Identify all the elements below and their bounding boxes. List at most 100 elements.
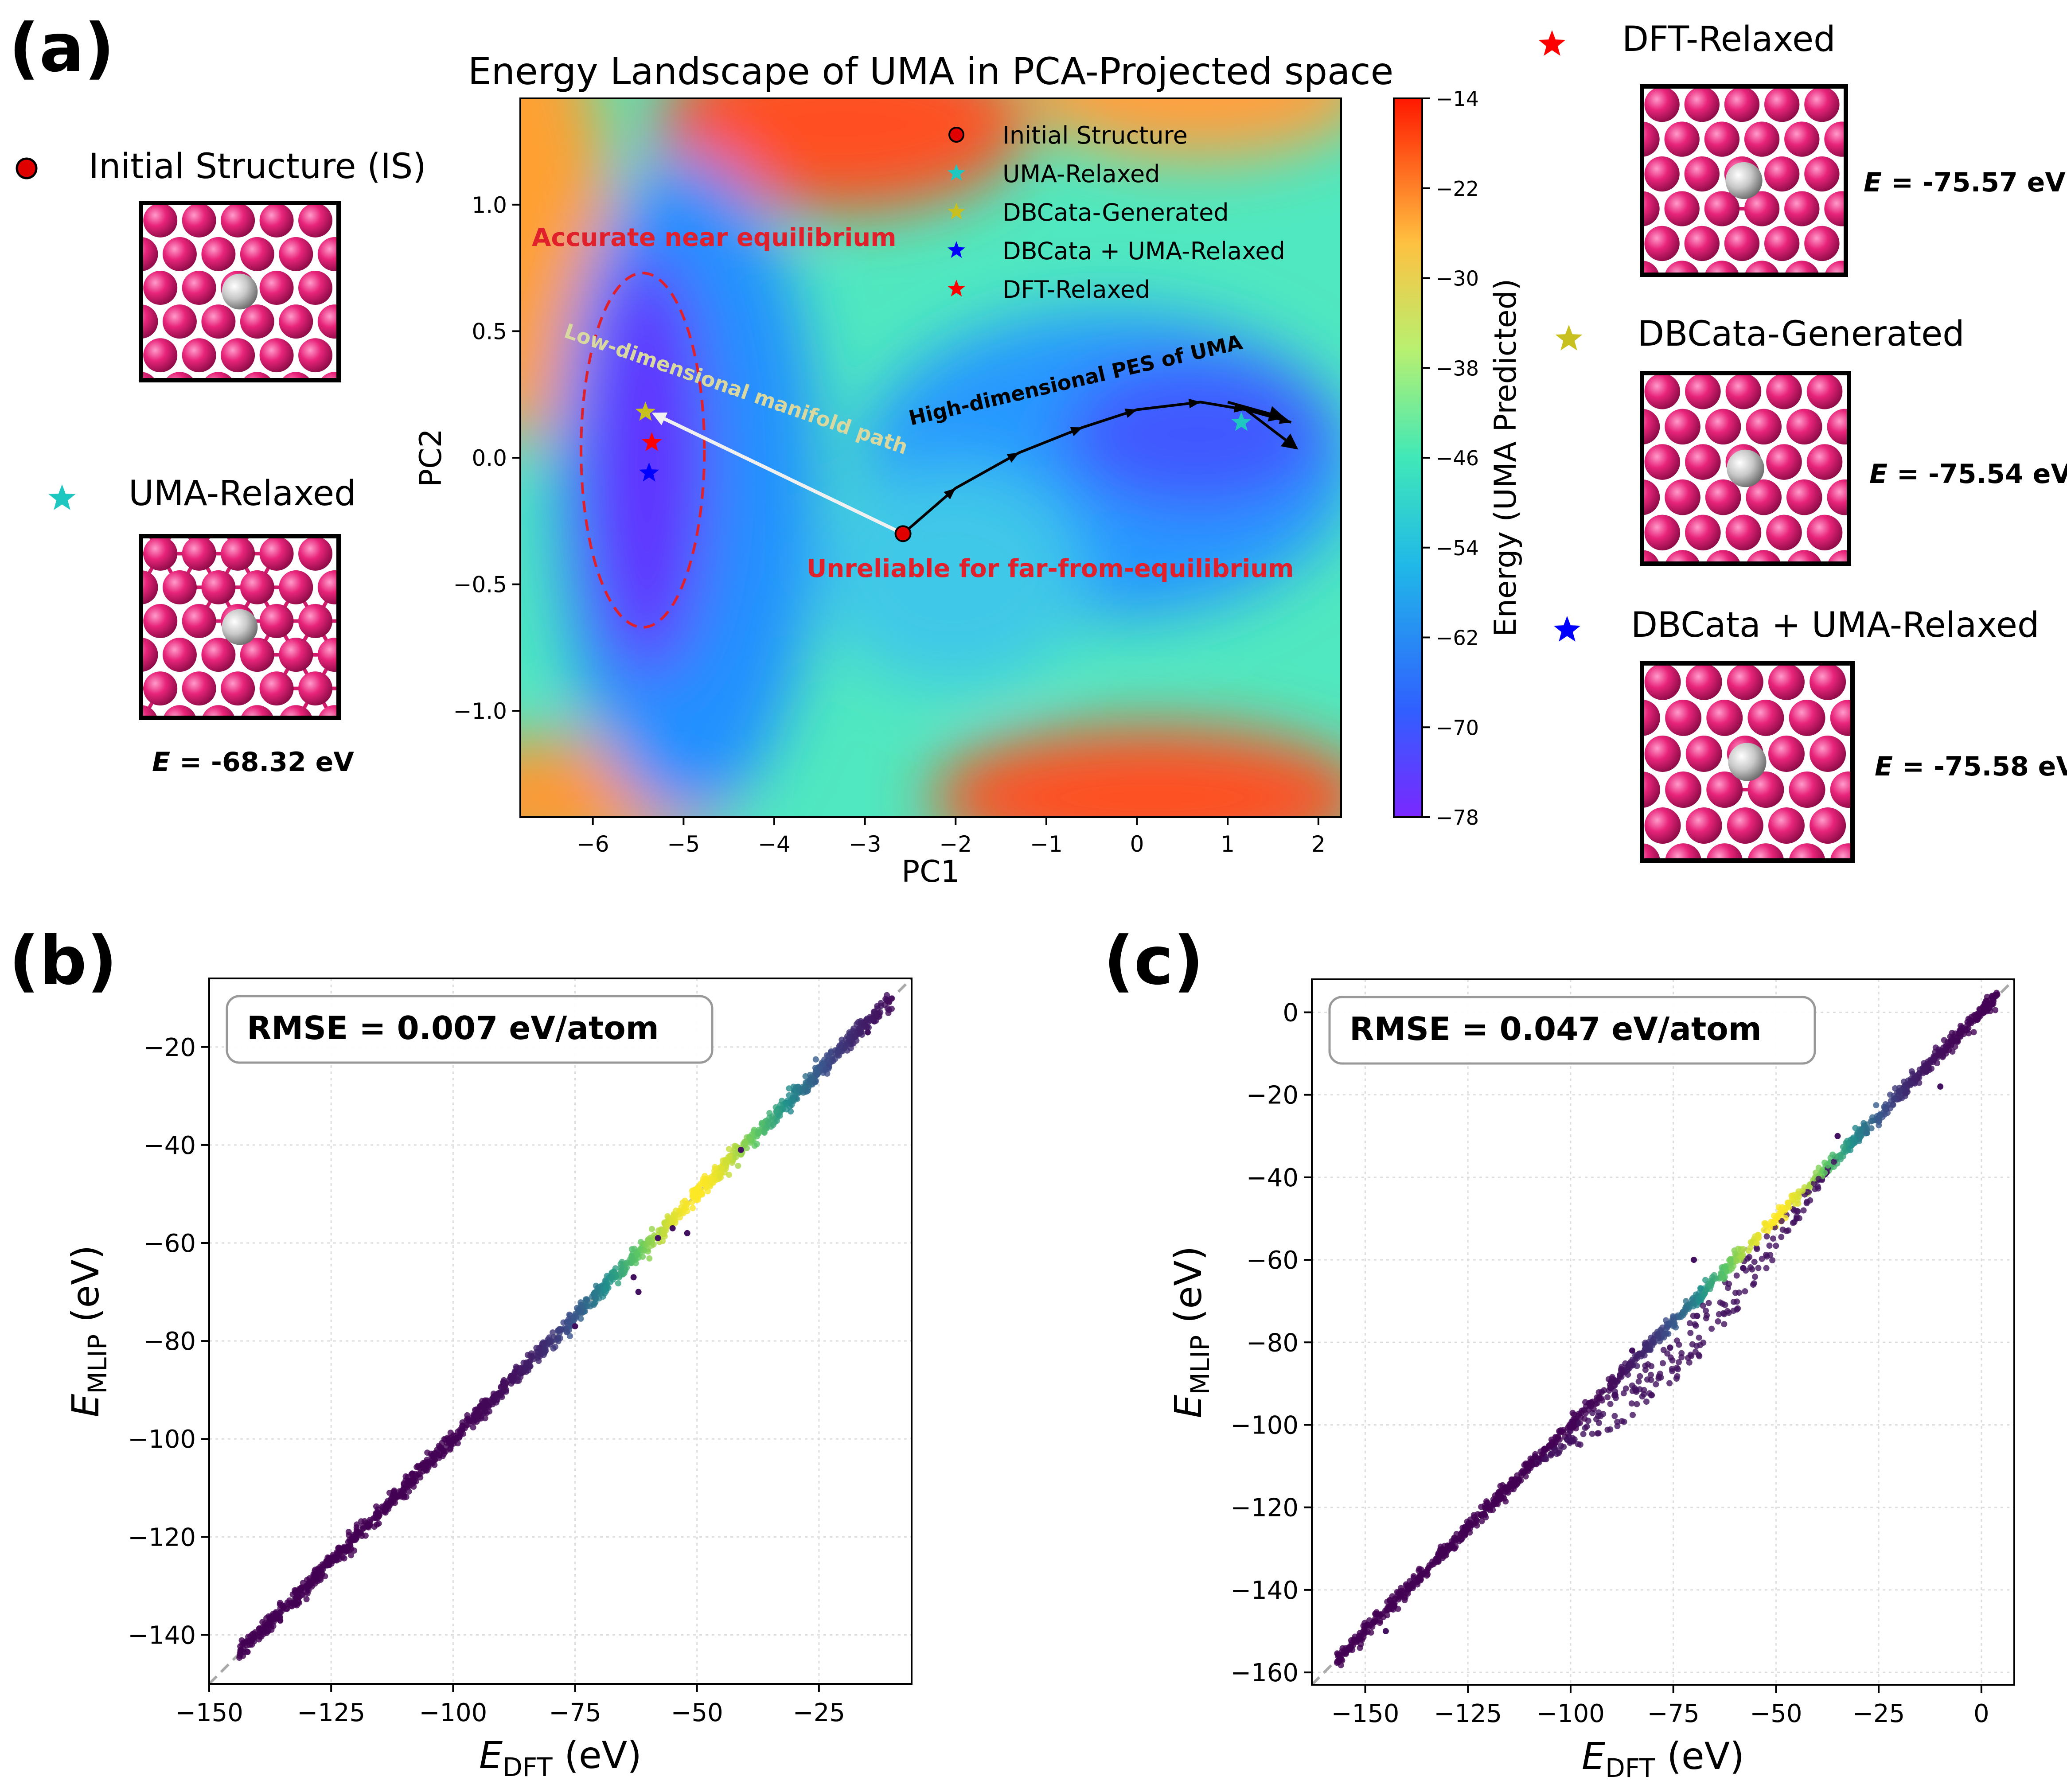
scatter-point xyxy=(877,1009,884,1016)
scatter-point xyxy=(1987,1008,1993,1014)
scatter-point xyxy=(1607,1426,1614,1433)
scatter-point xyxy=(1586,1400,1592,1407)
scatter-point xyxy=(1518,1472,1525,1478)
scatter-point xyxy=(1630,1412,1636,1418)
y-tick-label: −1.0 xyxy=(453,698,507,724)
scatter-point xyxy=(1478,1518,1485,1524)
y-tick-label: −140 xyxy=(1230,1576,1299,1605)
scatter-point xyxy=(1622,1385,1629,1392)
scatter-point xyxy=(823,1066,830,1073)
scatter-point xyxy=(1850,1134,1856,1141)
scatter-point xyxy=(1674,1337,1680,1344)
scatter-point xyxy=(1896,1088,1903,1095)
outlier-point xyxy=(630,1274,637,1281)
rmse-text: RMSE = 0.047 eV/atom xyxy=(1349,1010,1762,1048)
scatter-point xyxy=(1881,1111,1888,1118)
point-initial xyxy=(894,525,912,542)
colorbar-label: Energy (UMA Predicted) xyxy=(1488,279,1523,637)
scatter-point xyxy=(1650,1336,1657,1342)
scatter-point xyxy=(1697,1285,1704,1292)
x-tick-label: −1 xyxy=(1030,831,1063,857)
path-arrowhead xyxy=(1124,409,1137,418)
scatter-point xyxy=(1759,1255,1765,1262)
scatter-point xyxy=(1596,1395,1603,1402)
scatter-point xyxy=(1595,1413,1602,1419)
scatter-point xyxy=(448,1441,455,1448)
scatter-point xyxy=(1655,1333,1662,1340)
scatter-point xyxy=(1648,1377,1654,1383)
scatter-point xyxy=(1624,1367,1630,1374)
outlier-point xyxy=(1382,1628,1389,1634)
scatter-point xyxy=(436,1452,442,1459)
y-tick-label: −40 xyxy=(144,1131,196,1160)
scatter-point xyxy=(1555,1434,1561,1440)
scatter-point xyxy=(873,1013,879,1019)
path-arrowhead xyxy=(1188,398,1201,409)
scatter-point xyxy=(1779,1204,1786,1211)
scatter-point xyxy=(1686,1359,1693,1366)
scatter-point xyxy=(1722,1301,1728,1308)
scatter-point xyxy=(1957,1027,1964,1033)
legend-label: DFT-Relaxed xyxy=(1002,276,1150,304)
scatter-point xyxy=(1614,1379,1620,1385)
scatter-point xyxy=(464,1415,471,1422)
scatter-point xyxy=(1887,1105,1894,1111)
colorbar-tick-label: −78 xyxy=(1436,806,1479,830)
scatter-point xyxy=(441,1450,447,1457)
scatter-point xyxy=(1605,1376,1612,1383)
scatter-point xyxy=(802,1073,809,1079)
scatter-point xyxy=(1863,1127,1869,1134)
scatter-point xyxy=(452,1437,458,1444)
scatter-point xyxy=(819,1060,825,1066)
scatter-point xyxy=(1334,1650,1341,1657)
scatter-point xyxy=(1657,1371,1663,1377)
scatter-point xyxy=(1416,1567,1422,1574)
scatter-point xyxy=(1395,1590,1402,1597)
structure-name: DFT-Relaxed xyxy=(1622,19,1836,59)
scatter-point xyxy=(1596,1420,1602,1426)
scatter-point xyxy=(1571,1411,1577,1418)
scatter-point xyxy=(1577,1441,1583,1448)
scatter-point xyxy=(1952,1044,1958,1050)
scatter-point xyxy=(1687,1320,1693,1327)
legend-marker xyxy=(948,280,965,296)
scatter-point xyxy=(1552,1447,1558,1453)
scatter-point xyxy=(1740,1246,1747,1252)
scatter-point xyxy=(350,1536,356,1543)
scatter-point xyxy=(1357,1630,1363,1636)
scatter-point xyxy=(774,1118,780,1124)
scatter-point xyxy=(459,1423,466,1430)
x-tick-label: −150 xyxy=(175,1699,243,1727)
scatter-point xyxy=(1589,1430,1595,1437)
scatter-point xyxy=(886,999,892,1006)
scatter-point xyxy=(1763,1222,1769,1228)
y-tick-label: −100 xyxy=(128,1425,196,1454)
scatter-point xyxy=(268,1623,274,1630)
scatter-point xyxy=(646,1255,653,1262)
scatter-point xyxy=(824,1057,831,1064)
scatter-point xyxy=(1693,1291,1699,1298)
x-tick-label: −125 xyxy=(297,1699,365,1727)
scatter-point xyxy=(1700,1340,1707,1346)
scatter-point xyxy=(1791,1207,1798,1214)
scatter-point xyxy=(1908,1068,1915,1075)
scatter-point xyxy=(503,1387,510,1393)
scatter-point xyxy=(542,1340,548,1346)
scatter-point xyxy=(1370,1619,1377,1625)
colorbar-tick-label: −30 xyxy=(1436,267,1479,291)
scatter-point xyxy=(415,1471,421,1477)
scatter-point xyxy=(1887,1091,1893,1098)
structure-image-dbuma xyxy=(1640,661,1855,863)
scatter-point xyxy=(1778,1212,1785,1218)
x-axis-label: PC1 xyxy=(901,854,960,889)
scatter-point xyxy=(716,1173,723,1179)
colorbar-ticks: −14 −22 −30 −38 −46 −54 −62 −70 −78 xyxy=(1422,87,1479,830)
scatter-point xyxy=(838,1036,845,1043)
scatter-point xyxy=(1550,1439,1556,1446)
scatter-point xyxy=(1735,1246,1741,1252)
structure-name: DBCata + UMA-Relaxed xyxy=(1631,605,2039,645)
x-axis-label: EDFT (eV) xyxy=(479,1734,642,1782)
scatter-point xyxy=(1474,1522,1480,1529)
scatter-point xyxy=(749,1131,756,1138)
